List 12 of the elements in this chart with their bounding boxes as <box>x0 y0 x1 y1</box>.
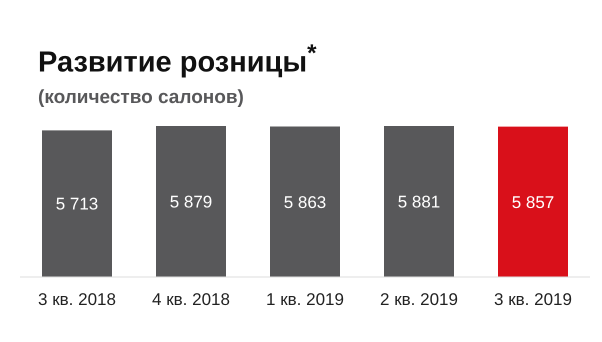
x-tick-label: 3 кв. 2019 <box>494 290 572 310</box>
data-label: 5 879 <box>170 192 212 212</box>
chart-subtitle: (количество салонов) <box>38 87 244 109</box>
x-tick-label: 1 кв. 2019 <box>266 290 344 310</box>
chart-title: Развитие розницы$^{*}$ <box>38 40 317 80</box>
data-label: 5 857 <box>512 192 554 212</box>
data-label: 5 863 <box>284 192 326 212</box>
data-label: 5 881 <box>398 192 440 212</box>
x-tick-label: 3 кв. 2018 <box>38 290 116 310</box>
x-tick-label: 2 кв. 2019 <box>380 290 458 310</box>
data-label: 5 713 <box>56 194 98 214</box>
x-tick-label: 4 кв. 2018 <box>152 290 230 310</box>
